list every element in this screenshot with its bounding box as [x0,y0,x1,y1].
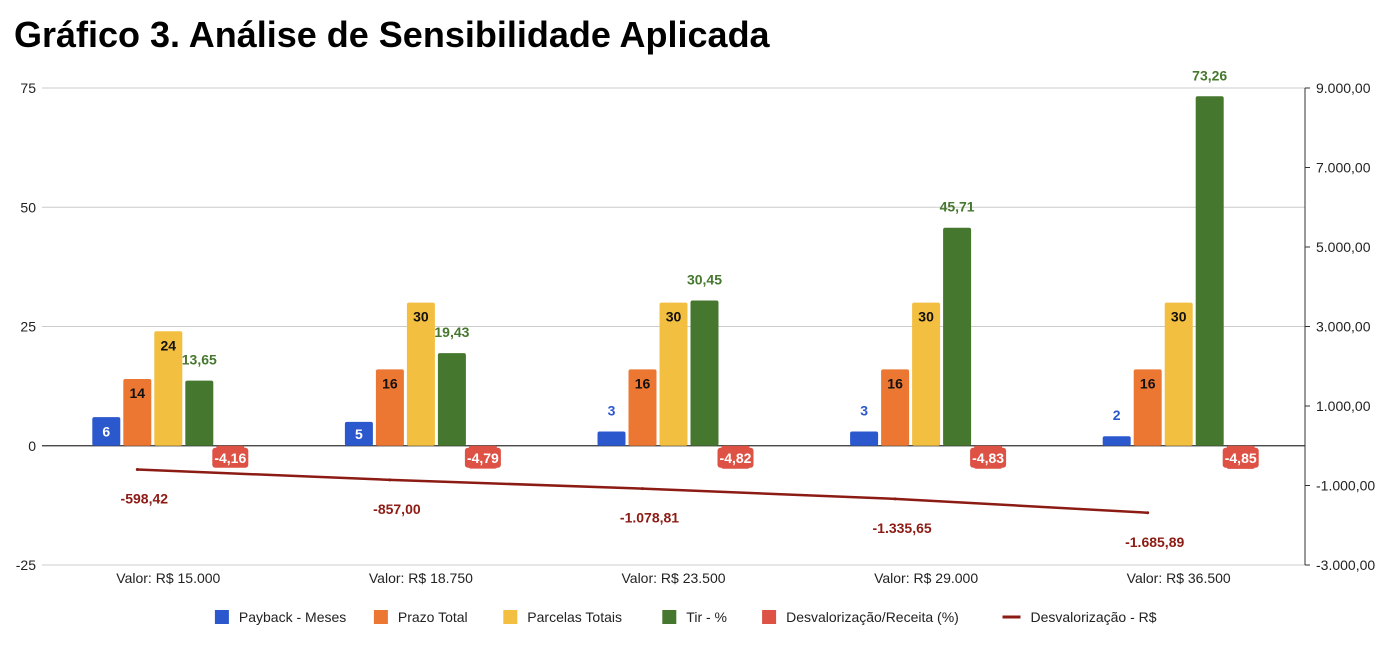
data-label: -4,79 [467,450,499,466]
legend-swatch [662,610,677,624]
bar [597,431,626,446]
right-axis-tick: 9.000,00 [1316,80,1371,96]
data-label: 30 [413,309,429,325]
right-axis-tick: 3.000,00 [1316,319,1371,335]
line-series [135,468,1150,515]
legend-label: Desvalorização/Receita (%) [786,609,959,625]
data-label: 13,65 [182,352,217,368]
bar [628,369,657,446]
data-label: 3 [608,402,616,418]
bar [185,380,214,446]
data-label: 19,43 [434,324,469,340]
data-label: 3 [860,402,868,418]
bar [1164,302,1193,446]
right-axis-tick: -1.000,00 [1316,478,1375,494]
line-data-label: -857,00 [373,501,421,517]
left-axis-tick: 0 [28,438,36,454]
data-label-bg [1222,447,1259,468]
line-point [641,487,644,491]
data-label-bg [212,447,249,468]
bar [154,331,183,446]
data-label: 14 [130,385,146,401]
line-data-label: -1.685,89 [1125,534,1184,550]
left-axis-tick: -25 [16,557,36,573]
line-data-label: -1.078,81 [620,510,679,526]
category-label: Valor: R$ 15.000 [116,570,220,586]
line-desvalorizacao [137,468,1148,515]
data-label: -4,82 [720,450,752,466]
right-axis-tick: 5.000,00 [1316,239,1371,255]
line-point [1146,511,1150,515]
bar [344,421,373,446]
legend-swatch [373,610,388,624]
category-label: Valor: R$ 18.750 [369,570,473,586]
bar [850,431,879,446]
bar [406,302,435,446]
left-axis-tick: 75 [20,80,36,96]
data-label: -4,83 [972,450,1004,466]
bars [92,96,1255,469]
right-axis-tick: 7.000,00 [1316,160,1371,176]
data-label-bg [464,447,501,468]
data-label: 73,26 [1192,67,1227,83]
data-label: 16 [382,375,398,391]
bar [1195,96,1224,446]
bar [881,369,910,446]
left-axis-tick: 50 [20,199,36,215]
legend-swatch [503,610,518,624]
bar [437,353,466,446]
legend-label: Payback - Meses [239,609,346,625]
legend-label: Desvalorização - R$ [1031,609,1157,625]
data-label: 2 [1113,407,1121,423]
right-axis-tick: -3.000,00 [1316,557,1375,573]
line-point [893,497,897,501]
data-label-bg [970,447,1007,468]
data-label: 45,71 [940,199,975,215]
data-label: 5 [355,426,363,442]
data-label: -4,85 [1225,450,1257,466]
bar [690,300,719,446]
data-label: 6 [102,423,110,439]
data-label: 16 [1140,375,1156,391]
line-point [135,468,139,472]
category-label: Valor: R$ 29.000 [874,570,978,586]
right-axis-tick: 1.000,00 [1316,398,1371,414]
data-label: 16 [635,375,651,391]
left-axis-tick: 25 [20,319,36,335]
category-label: Valor: R$ 36.500 [1127,570,1231,586]
legend: Payback - Meses Prazo Total Parcelas Totai… [214,609,1157,625]
data-label: 30 [666,309,682,325]
data-label: 30 [918,309,934,325]
line-data-label: -598,42 [121,491,169,507]
bar [92,417,121,446]
data-label-bg [717,447,754,468]
data-labels: 6 5 3 3 2 14 16 16 16 16 24 30 30 30 30 13,65 19,43 30,45… [102,67,1259,550]
data-label: 16 [887,375,903,391]
data-label: 30 [1171,309,1187,325]
chart-title: Gráfico 3. Análise de Sensibilidade Apli… [14,14,770,55]
data-label: 30,45 [687,272,722,288]
line-data-label: -1.335,65 [873,520,932,536]
line-point [388,478,392,482]
legend-label: Parcelas Totais [527,609,622,625]
legend-swatch [762,610,777,624]
legend-swatch [214,610,229,624]
bar [1133,369,1162,446]
axes: 7550250-259.000,007.000,005.000,003.000,… [16,80,1376,586]
bar [1102,436,1131,446]
bar [123,378,152,446]
data-label: -4,16 [214,450,246,466]
bar [943,227,972,446]
category-label: Valor: R$ 23.500 [621,570,725,586]
bar [659,302,688,446]
data-label: 24 [161,337,177,353]
legend-label: Tir - % [686,609,727,625]
bar [912,302,941,446]
bar [375,369,404,446]
legend-label: Prazo Total [398,609,468,625]
